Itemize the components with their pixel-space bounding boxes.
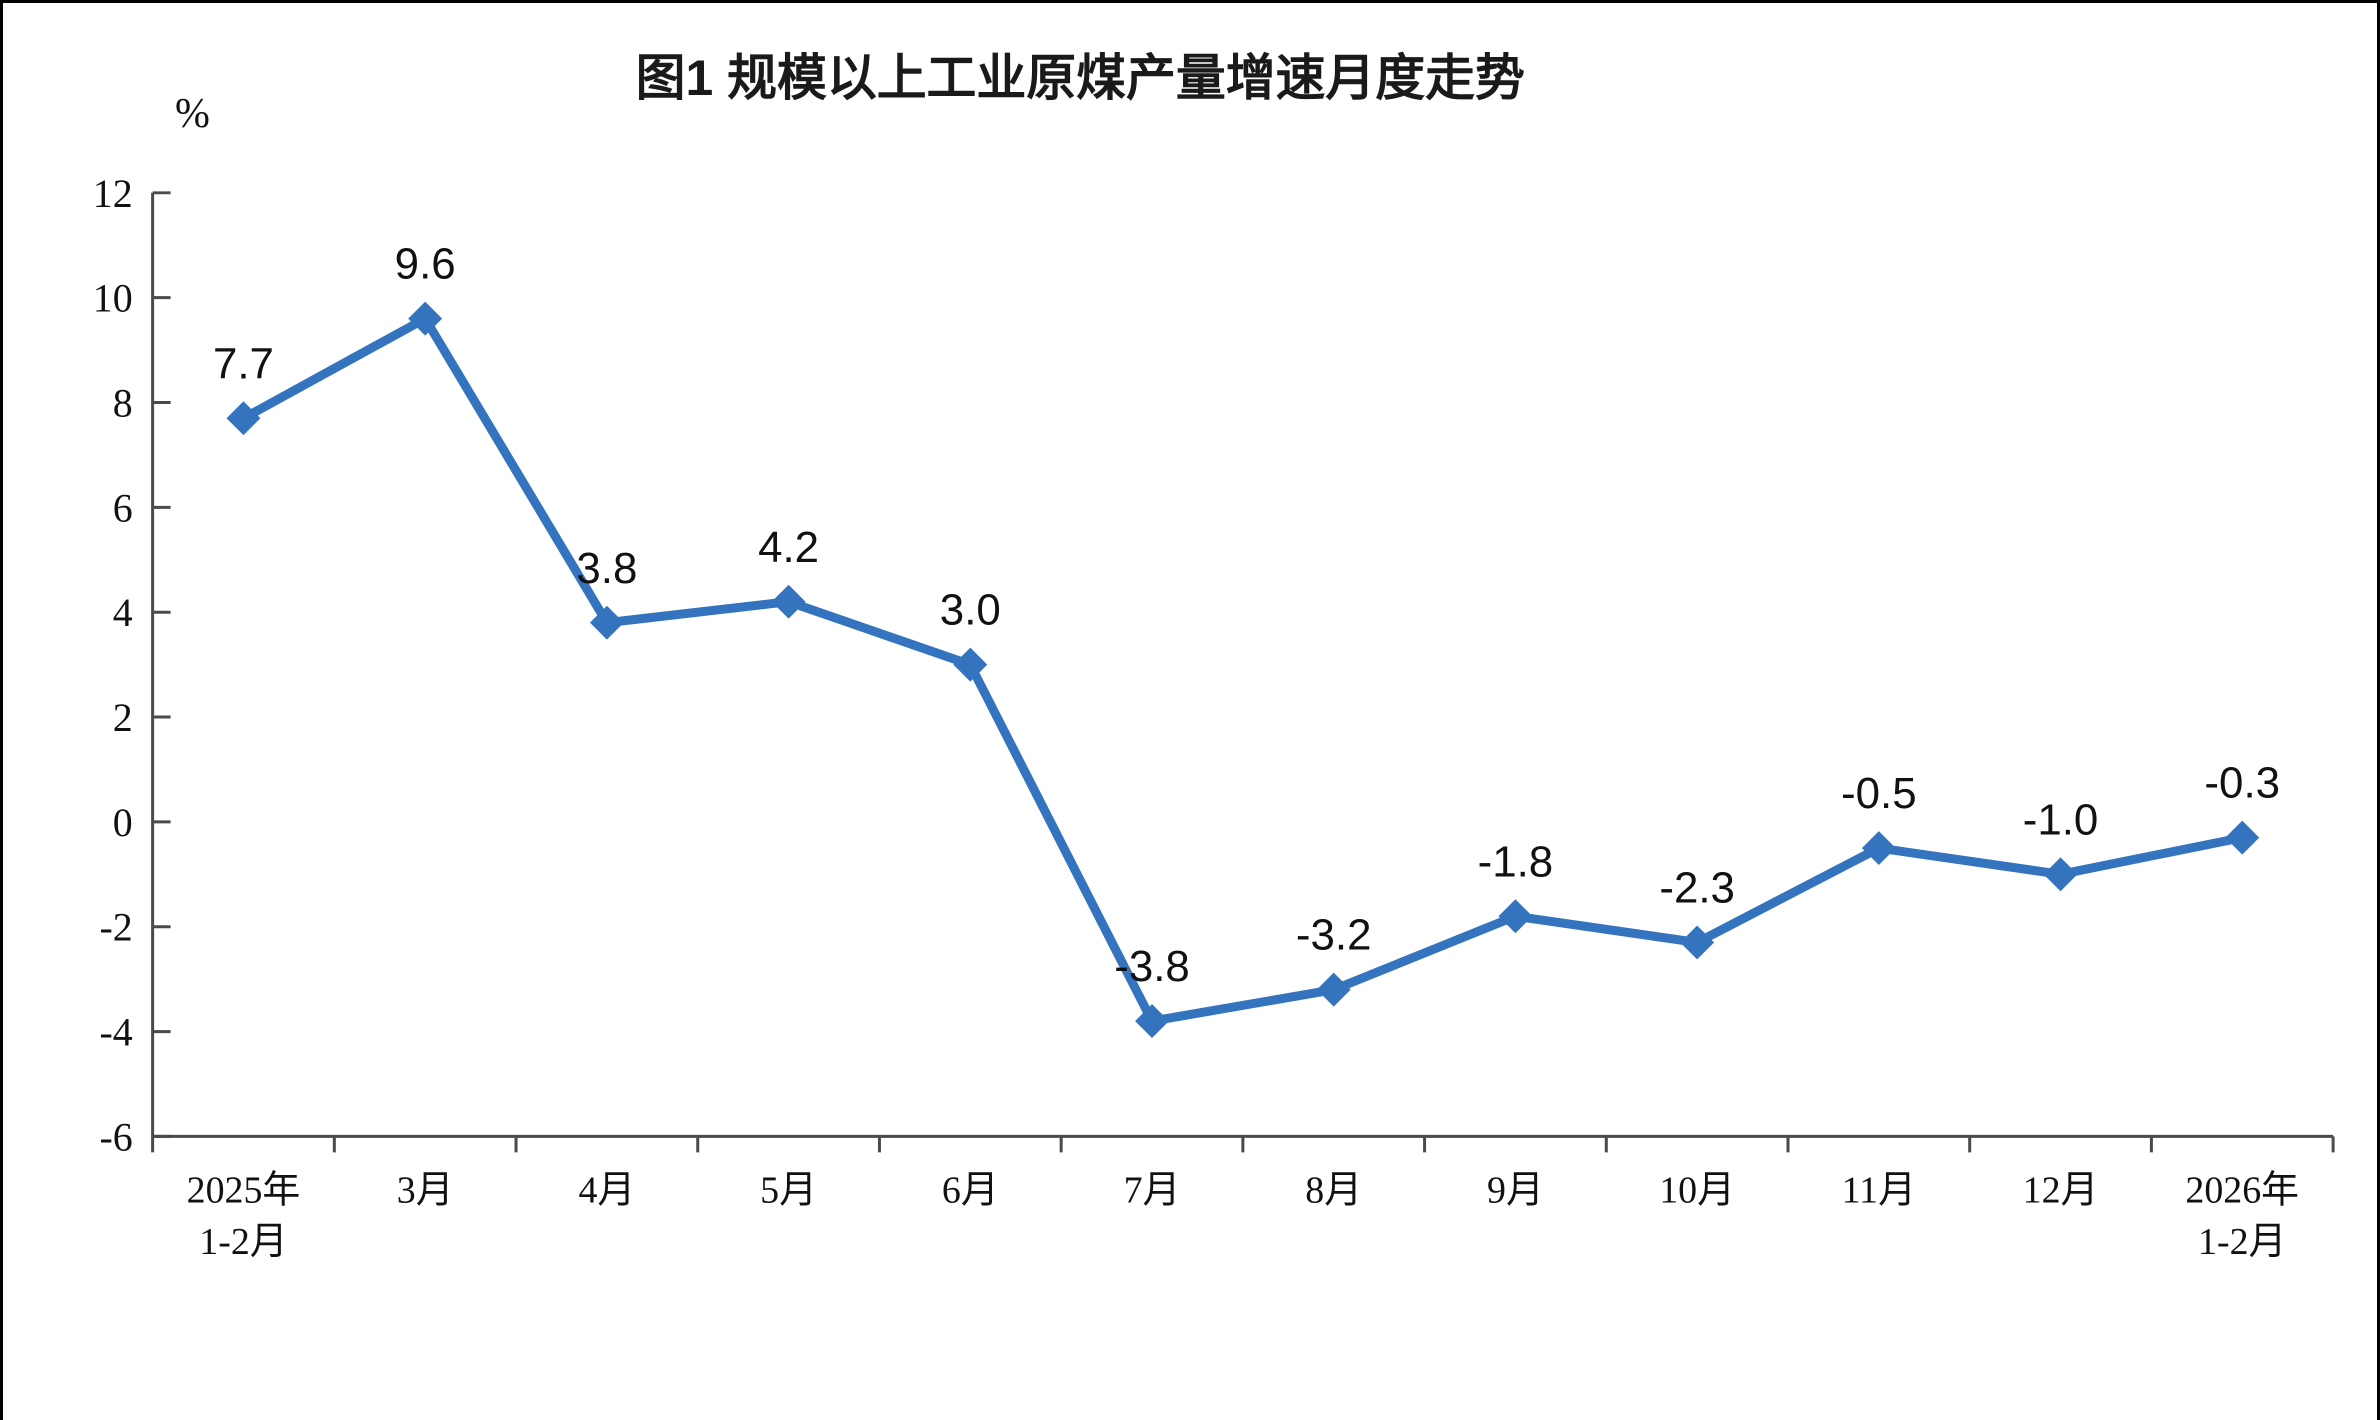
y-tick-label: -6 <box>99 1114 132 1159</box>
data-point-label: 3.8 <box>576 544 637 593</box>
x-category-label: 6月 <box>942 1169 999 1211</box>
data-point-marker <box>953 647 988 682</box>
y-tick-label: 4 <box>113 590 133 635</box>
x-category-label: 1-2月 <box>2198 1221 2286 1263</box>
y-tick-label: 2 <box>113 695 133 740</box>
data-point-label: -1.0 <box>2023 795 2099 844</box>
x-category-label: 9月 <box>1487 1169 1544 1211</box>
y-tick-label: 0 <box>113 800 133 845</box>
x-category-label: 1-2月 <box>199 1221 287 1263</box>
y-tick-label: 12 <box>93 171 133 216</box>
data-point-marker <box>2043 857 2078 892</box>
y-axis-unit-label: % <box>175 91 210 137</box>
data-point-label: -1.8 <box>1478 837 1554 886</box>
data-point-marker <box>1861 831 1896 866</box>
data-point-marker <box>771 584 806 619</box>
y-tick-label: 10 <box>93 276 133 321</box>
data-point-label: 3.0 <box>940 586 1001 635</box>
y-tick-label: -4 <box>99 1010 132 1055</box>
data-point-marker <box>1680 925 1715 960</box>
data-point-marker <box>408 301 443 336</box>
data-point-label: 7.7 <box>213 339 274 388</box>
y-tick-label: 8 <box>113 380 133 425</box>
x-category-label: 8月 <box>1305 1169 1362 1211</box>
data-point-label: -0.5 <box>1841 769 1917 818</box>
data-point-label: -3.2 <box>1296 911 1372 960</box>
y-tick-label: 6 <box>113 485 133 530</box>
x-category-label: 10月 <box>1659 1169 1735 1211</box>
x-category-label: 2025年 <box>187 1169 301 1211</box>
x-category-label: 4月 <box>578 1169 635 1211</box>
x-category-label: 2026年 <box>2185 1169 2299 1211</box>
data-point-marker <box>2225 820 2260 855</box>
chart-title: 图1 规模以上工业原煤产量增速月度走势 <box>636 50 1525 106</box>
x-category-label: 3月 <box>397 1169 454 1211</box>
line-chart: 图1 规模以上工业原煤产量增速月度走势 % 12 10 8 6 4 2 0 -2 -4 -6 202… <box>93 50 2335 1263</box>
data-point-label: 4.2 <box>758 523 819 572</box>
data-point-label: -3.8 <box>1114 942 1190 991</box>
data-point-marker <box>1135 1004 1169 1039</box>
data-point-marker <box>1498 899 1533 934</box>
x-category-label: 5月 <box>760 1169 817 1211</box>
trend-line <box>238 314 2247 1026</box>
y-tick-label: -2 <box>99 905 132 950</box>
data-point-label: -2.3 <box>1659 864 1735 913</box>
data-point-marker <box>1316 972 1351 1007</box>
x-category-label: 7月 <box>1124 1169 1181 1211</box>
x-category-label: 11月 <box>1842 1169 1916 1211</box>
x-category-label: 12月 <box>2023 1169 2099 1211</box>
data-point-marker <box>589 605 624 640</box>
data-point-label: -0.3 <box>2204 759 2280 808</box>
data-point-label: 9.6 <box>395 240 456 289</box>
data-point-marker <box>226 401 261 436</box>
